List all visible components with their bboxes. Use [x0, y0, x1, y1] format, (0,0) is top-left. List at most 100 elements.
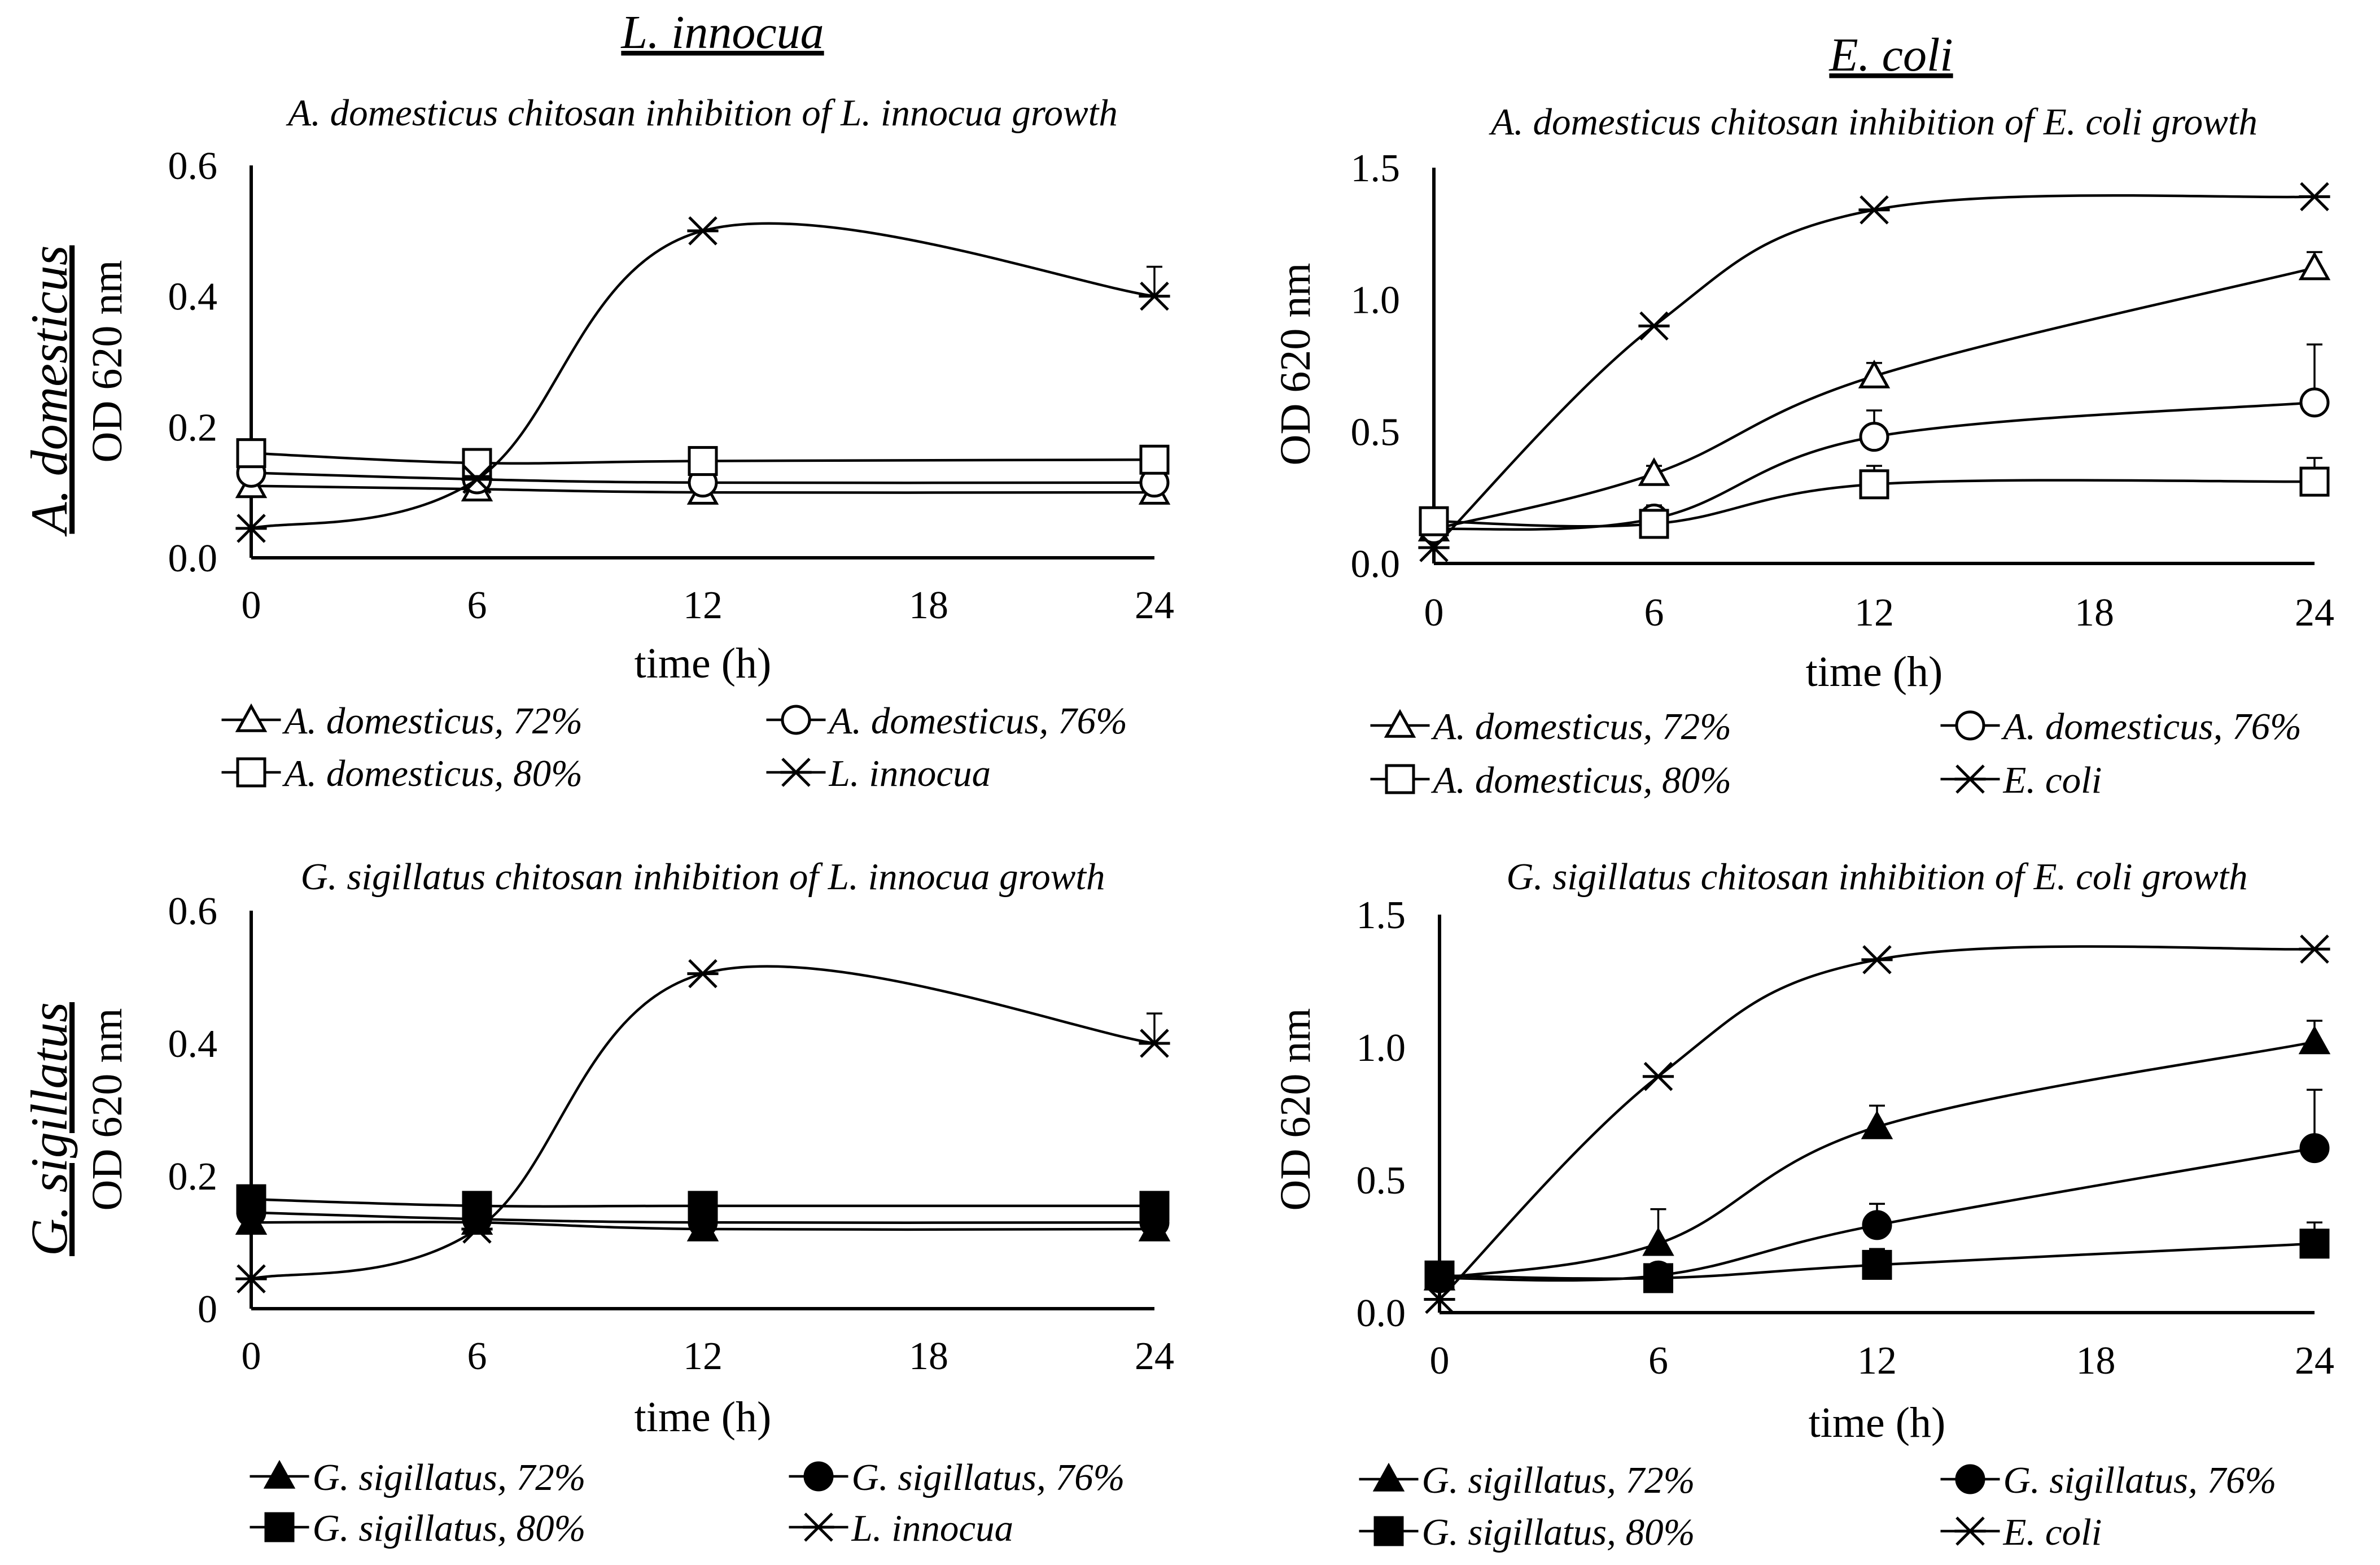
chart-0-series-2-line: [251, 452, 1155, 465]
chart-1-title: A. domesticus chitosan inhibition of E. …: [1489, 101, 2258, 143]
chart-2-series-2-point: [688, 1191, 718, 1221]
chart-1-ytick-label: 0.0: [1351, 543, 1401, 586]
chart-0-series-2-point-shape: [688, 446, 718, 477]
chart-0-legend-label: A. domesticus, 80%: [282, 753, 583, 794]
chart-3-ytick-label: 0.0: [1357, 1292, 1406, 1335]
chart-3-series-2-point-shape: [2299, 1229, 2330, 1259]
chart-1-series-2-point: [2299, 466, 2330, 497]
chart-2-legend-marker-shape: [803, 1512, 834, 1542]
chart-3-legend-marker: [1955, 1464, 1985, 1494]
chart-3-ytick-label: 1.5: [1357, 894, 1406, 937]
chart-2-legend-item: G. sigillatus, 76%: [789, 1457, 1125, 1498]
chart-2-legend-marker-shape: [263, 1459, 296, 1489]
chart-2-legend-marker-shape: [803, 1461, 834, 1492]
chart-1-legend-marker-shape: [1385, 764, 1415, 794]
chart-3-legend-label: E. coli: [2003, 1511, 2102, 1553]
chart-1-series-1-line: [1433, 401, 2315, 531]
chart-1-series-2-point-shape: [1859, 469, 1889, 500]
chart-1-series-3-point-shape: [2299, 182, 2330, 212]
chart-3-legend-label: G. sigillatus, 76%: [2003, 1459, 2277, 1501]
chart-3-series-0-point-shape: [2298, 1025, 2331, 1055]
chart-2-series-2-point: [236, 1184, 266, 1214]
chart-0-series-2-point: [688, 446, 718, 477]
chart-3-legend-marker: [1372, 1462, 1405, 1492]
chart-0-series-3-point-shape: [235, 514, 267, 543]
chart-2-series-2-point: [1139, 1191, 1170, 1221]
chart-0-series-2-point: [462, 448, 492, 478]
chart-1-legend-item: A. domesticus, 76%: [1940, 706, 2302, 747]
chart-3-series-2-point: [2299, 1229, 2330, 1259]
chart-3-series-3-point-shape: [2299, 934, 2330, 964]
chart-0-legend-marker-shape: [235, 703, 268, 732]
chart-3-title: G. sigillatus chitosan inhibition of E. …: [1506, 856, 2247, 898]
chart-1-legend-marker-shape: [1384, 709, 1416, 738]
chart-2-legend-label: G. sigillatus, 76%: [852, 1457, 1125, 1498]
chart-2-series-3-point: [461, 1214, 493, 1244]
chart-2-series-2-point: [462, 1191, 492, 1221]
chart-2-legend-label: L. innocua: [851, 1507, 1014, 1549]
chart-2-title: G. sigillatus chitosan inhibition of L. …: [300, 856, 1105, 898]
chart-1-series-0-point-shape: [1638, 457, 1670, 486]
chart-1-ytick-label: 1.0: [1351, 279, 1401, 322]
chart-1-xtick-label: 24: [2295, 591, 2334, 635]
chart-1-legend-marker: [1384, 709, 1416, 738]
chart-2-series-3-point-shape: [235, 1264, 267, 1293]
chart-0-series-3-line: [251, 222, 1155, 530]
chart-3-series-3-point-shape: [1642, 1061, 1674, 1091]
chart-1-series-0-point-shape: [1858, 360, 1891, 388]
chart-3-legend-label: G. sigillatus, 80%: [1422, 1511, 1695, 1553]
chart-1-legend-marker-shape: [1954, 764, 1986, 794]
chart-3-xtick-label: 6: [1648, 1339, 1668, 1383]
chart-3-series-1-point: [1862, 1210, 1892, 1240]
chart-3-series-3-point: [1861, 945, 1893, 974]
chart-2-series-3-point: [235, 1264, 267, 1293]
chart-3-series-0-point-shape: [1861, 1110, 1893, 1139]
chart-0-series-0-line: [251, 484, 1155, 494]
chart-0-legend-marker: [235, 703, 268, 732]
chart-1-legend: A. domesticus, 72% A. domesticus, 76% A. d…: [1370, 706, 2302, 801]
chart-3-series-2-point: [1643, 1263, 1673, 1293]
chart-2-xtick-label: 0: [242, 1335, 261, 1378]
chart-0-legend: A. domesticus, 72% A. domesticus, 76% A. d…: [221, 700, 1127, 794]
chart-0-legend-marker: [780, 758, 812, 787]
chart-0-ylabel: OD 620 nm: [84, 260, 131, 463]
chart-1-ylabel: OD 620 nm: [1272, 263, 1319, 466]
chart-3-legend: G. sigillatus, 72% G. sigillatus, 76% G. s…: [1359, 1459, 2277, 1553]
chart-2-ytick-label: 0: [198, 1288, 217, 1331]
chart-0-series-3-point-shape: [461, 465, 493, 494]
chart-3-series-2-point-shape: [1862, 1249, 1892, 1280]
row-header-g-sigillatus: G. sigillatus: [20, 1002, 78, 1256]
chart-1-legend-marker: [1955, 710, 1985, 741]
chart-0-ytick-label: 0.6: [168, 145, 218, 188]
chart-1-series-0-line: [1433, 266, 2315, 531]
chart-0-ytick-label: 0.4: [168, 276, 218, 319]
chart-2-xlabel: time (h): [635, 1393, 772, 1441]
chart-2-series-2-point-shape: [688, 1191, 718, 1221]
chart-0-series-3-point-shape: [687, 216, 719, 246]
chart-0-xtick-label: 6: [467, 584, 487, 627]
chart-1-legend-item: A. domesticus, 72%: [1370, 706, 1731, 747]
chart-0-series-2-point-shape: [236, 438, 266, 469]
chart-1-ytick-label: 0.5: [1351, 410, 1401, 454]
chart-2-series-2-point-shape: [236, 1184, 266, 1214]
chart-2-xtick-label: 24: [1135, 1335, 1174, 1378]
chart-2-series-1-line: [251, 1211, 1155, 1224]
chart-2-ytick-label: 0.2: [168, 1155, 218, 1199]
chart-1-legend-label: A. domesticus, 80%: [1431, 759, 1731, 801]
chart-panel-1: A. domesticus chitosan inhibition of E. …: [1272, 101, 2334, 801]
chart-1-series-1-point: [1859, 422, 1889, 452]
chart-3-legend-item: E. coli: [1940, 1511, 2102, 1553]
chart-3-legend-marker-shape: [1372, 1462, 1405, 1492]
chart-3-series-2-point-shape: [1643, 1263, 1673, 1293]
chart-2-series-2-point-shape: [462, 1191, 492, 1221]
chart-3-series-0-point: [1861, 1110, 1893, 1139]
chart-2-series-3-line: [251, 965, 1155, 1280]
chart-3-series-0-point: [2298, 1025, 2331, 1055]
chart-1-series-2-point: [1419, 506, 1449, 536]
chart-0-xtick-label: 12: [683, 584, 723, 627]
chart-3-series-3-point-shape: [1424, 1284, 1455, 1314]
chart-1-series-2-point-shape: [1639, 509, 1669, 539]
chart-1-legend-item: A. domesticus, 80%: [1370, 759, 1731, 801]
chart-3-xtick-label: 24: [2295, 1339, 2334, 1383]
